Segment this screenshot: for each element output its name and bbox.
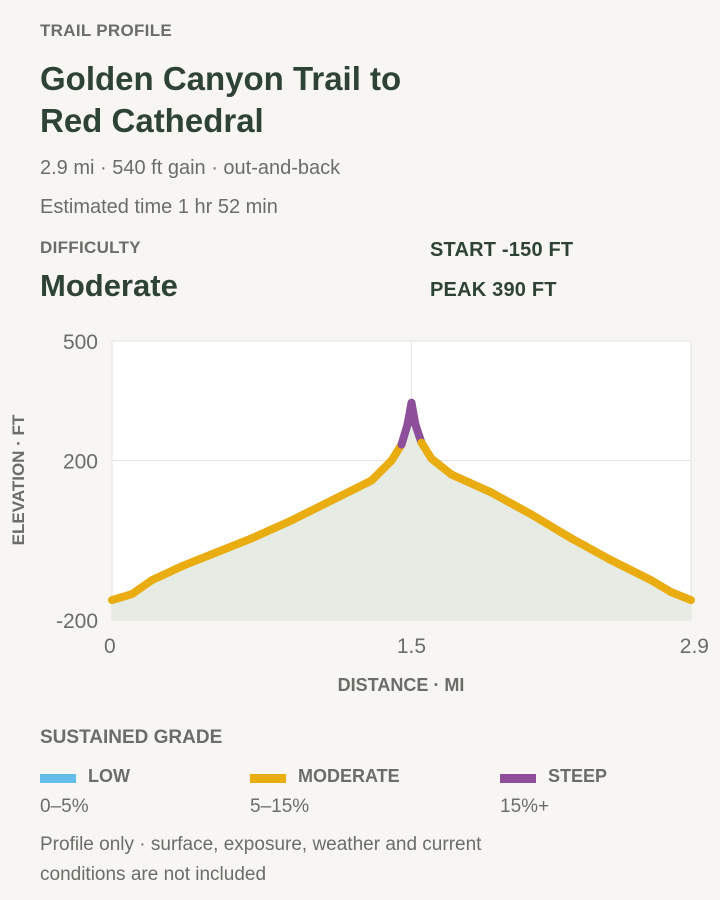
legend-name: LOW — [88, 766, 130, 786]
profile-segment-moderate — [177, 550, 216, 571]
elevation-chart: 500 200 -200 0 1.5 2.9 ELEVATION · FT DISTANC… — [9, 331, 709, 695]
profile-segment-moderate — [487, 488, 536, 519]
x-tick-label: 1.5 — [397, 635, 426, 658]
x-tick-label: 2.9 — [680, 635, 709, 658]
profile-segment-moderate — [127, 576, 156, 599]
profile-segment-moderate — [327, 476, 376, 505]
difficulty-label: DIFFICULTY — [40, 238, 141, 257]
peak-elevation: PEAK 390 FT — [430, 279, 557, 301]
x-tick-label: 0 — [104, 635, 116, 658]
profile-segment-moderate — [527, 510, 576, 543]
legend-range: 5–15% — [250, 796, 310, 817]
legend-name: STEEP — [548, 766, 608, 786]
profile-segment-moderate — [147, 562, 186, 585]
y-axis-label: ELEVATION · FT — [9, 414, 28, 545]
profile-segment-moderate — [607, 556, 656, 585]
profile-segment-moderate — [367, 456, 396, 485]
x-axis-label: DISTANCE · MI — [338, 675, 465, 695]
estimated-time: Estimated time 1 hr 52 min — [40, 196, 278, 218]
legend-title: SUSTAINED GRADE — [40, 727, 223, 748]
eyebrow-label: TRAIL PROFILE — [40, 21, 173, 40]
profile-segment-moderate — [567, 534, 616, 565]
legend-swatch-moderate — [250, 774, 286, 783]
profile-segment-moderate — [667, 588, 695, 605]
difficulty-value: Moderate — [40, 268, 178, 303]
profile-segment-moderate — [247, 516, 296, 543]
profile-segment-moderate — [427, 454, 456, 479]
legend-swatch-low — [40, 774, 76, 783]
y-tick-label: -200 — [56, 610, 98, 633]
legend-name: MODERATE — [298, 766, 400, 786]
elevation-area — [112, 402, 691, 620]
y-tick-label: 200 — [63, 451, 98, 474]
profile-segment-moderate — [207, 534, 256, 559]
footnote: Profile only · surface, exposure, weathe… — [40, 834, 482, 885]
trail-title: Golden Canyon Trail to Red Cathedral — [40, 60, 402, 139]
profile-segment-moderate — [287, 496, 336, 525]
legend-swatch-steep — [500, 774, 536, 783]
legend-range: 15%+ — [500, 796, 550, 817]
start-elevation: START -150 FT — [430, 239, 574, 261]
y-tick-label: 500 — [63, 331, 98, 354]
trail-summary: 2.9 mi · 540 ft gain · out-and-back — [40, 157, 341, 179]
legend-range: 0–5% — [40, 796, 89, 817]
profile-segment-moderate — [447, 470, 496, 497]
